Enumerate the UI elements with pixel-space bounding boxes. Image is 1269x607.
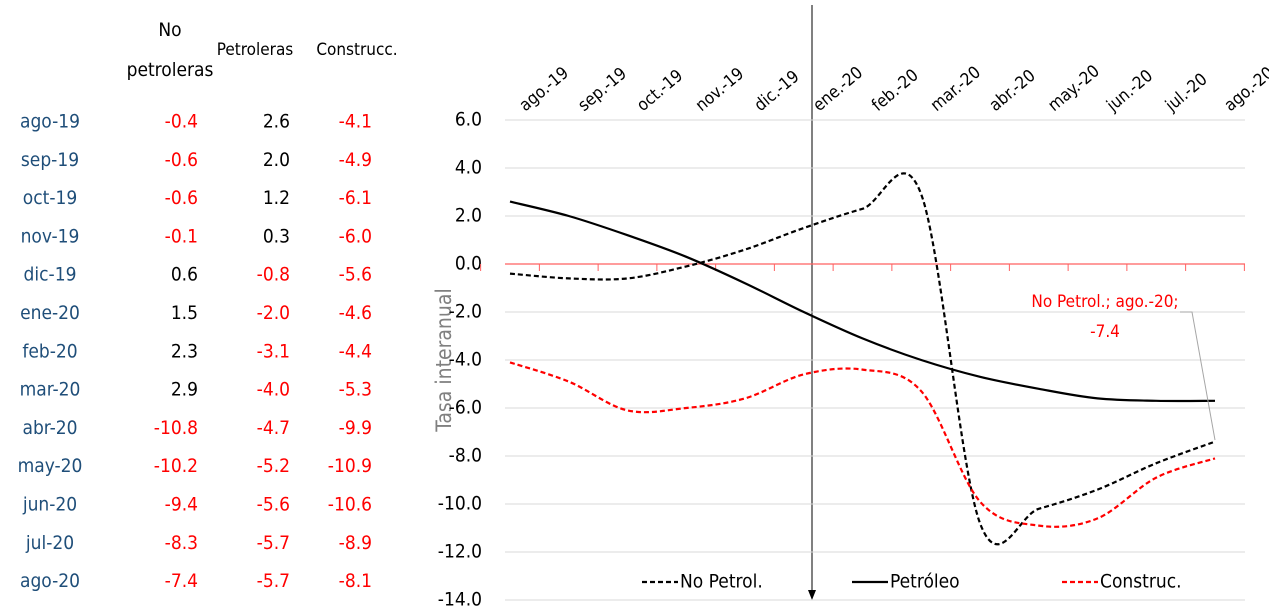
table-cell: -5.7 <box>257 570 290 592</box>
table-cell: -0.4 <box>165 111 198 133</box>
y-tick-label: -4.0 <box>449 349 482 371</box>
table-cell: 2.9 <box>171 379 198 401</box>
row-label: feb-20 <box>22 340 77 362</box>
x-tick-label: abr.-20 <box>986 66 1040 116</box>
row-label: sep-19 <box>21 149 79 171</box>
table-cell: 2.3 <box>171 340 198 362</box>
x-tick-label: nov.-19 <box>692 64 748 116</box>
table-cell: -4.6 <box>339 302 372 324</box>
row-label: abr-20 <box>22 417 77 439</box>
row-label: jul-20 <box>25 532 74 554</box>
table-cell: -0.1 <box>165 225 198 247</box>
row-label: jun-20 <box>22 494 77 516</box>
table-cell: -5.3 <box>339 379 372 401</box>
table-cell: 0.3 <box>263 225 290 247</box>
table-cell: -5.6 <box>257 494 290 516</box>
table-cell: -7.4 <box>165 570 198 592</box>
table-cell: -0.6 <box>165 149 198 171</box>
row-label: ago-19 <box>20 111 80 133</box>
table-cell: -3.1 <box>257 340 290 362</box>
row-label: mar-20 <box>20 379 81 401</box>
annotation: -7.4 <box>1090 322 1120 342</box>
table-cell: -5.6 <box>339 264 372 286</box>
table-cell: -5.2 <box>257 455 290 477</box>
x-tick-label: mar.-20 <box>927 63 985 116</box>
y-tick-label: 6.0 <box>455 109 482 131</box>
table-cell: -4.1 <box>339 111 372 133</box>
table-cell: -4.7 <box>257 417 290 439</box>
table-cell: 2.0 <box>263 149 290 171</box>
y-tick-label: -10.0 <box>438 493 482 515</box>
marker-arrow <box>808 590 816 600</box>
row-label: may-20 <box>18 455 83 477</box>
x-tick-label: jul.-20 <box>1161 69 1211 116</box>
x-tick-label: ene.-20 <box>809 63 867 116</box>
column-header: Construcc. <box>316 40 397 60</box>
table-cell: 1.5 <box>171 302 198 324</box>
annotation: No Petrol.; ago.-20; <box>1031 292 1178 312</box>
column-header: No petroleras <box>127 19 214 81</box>
row-label: ene-20 <box>20 302 80 324</box>
table-cell: -10.8 <box>154 417 198 439</box>
y-tick-label: 2.0 <box>455 205 482 227</box>
row-label: oct-19 <box>23 187 77 209</box>
leader-line <box>1180 311 1216 441</box>
series-line <box>509 200 1216 403</box>
x-tick-label: dic.-19 <box>751 67 804 116</box>
y-tick-label: -14.0 <box>438 589 482 607</box>
table-cell: -0.6 <box>165 187 198 209</box>
x-tick-label: ago.-20 <box>1221 63 1269 116</box>
x-tick-label: oct.-19 <box>633 66 687 116</box>
table-cell: 0.6 <box>171 264 198 286</box>
table-cell: -10.6 <box>328 494 372 516</box>
table-cell: -0.8 <box>257 264 290 286</box>
table-cell: -9.4 <box>165 494 198 516</box>
table-cell: 2.6 <box>263 111 290 133</box>
table-cell: -10.2 <box>154 455 198 477</box>
table-cell: -4.9 <box>339 149 372 171</box>
x-tick-label: feb.-20 <box>868 65 922 115</box>
table-cell: -8.1 <box>339 570 372 592</box>
y-tick-label: -2.0 <box>449 301 482 323</box>
legend-label: Construc. <box>1100 571 1182 593</box>
x-tick-label: jun.-20 <box>1102 66 1157 116</box>
table-cell: -4.0 <box>257 379 290 401</box>
row-label: dic-19 <box>24 264 77 286</box>
row-label: ago-20 <box>20 570 80 592</box>
table-cell: -10.9 <box>328 455 372 477</box>
y-tick-label: -6.0 <box>449 397 482 419</box>
table-cell: -8.3 <box>165 532 198 554</box>
series-line <box>509 172 1216 546</box>
y-tick-label: 0.0 <box>455 253 482 275</box>
series-line <box>509 361 1216 528</box>
table-cell: 1.2 <box>263 187 290 209</box>
x-tick-label: sep.-19 <box>574 64 630 116</box>
legend-label: No Petrol. <box>680 571 763 593</box>
y-axis-label: Tasa interanual <box>432 288 456 432</box>
table-cell: -4.4 <box>339 340 372 362</box>
table-cell: -5.7 <box>257 532 290 554</box>
x-tick-label: may.-20 <box>1044 61 1103 115</box>
column-header: Petroleras <box>217 40 294 60</box>
x-tick-label: ago.-19 <box>516 63 573 116</box>
table-cell: -6.0 <box>339 225 372 247</box>
y-tick-label: -12.0 <box>438 541 482 563</box>
row-label: nov-19 <box>21 225 80 247</box>
table-cell: -2.0 <box>257 302 290 324</box>
legend-label: Petróleo <box>890 571 960 593</box>
table-cell: -9.9 <box>339 417 372 439</box>
y-tick-label: -8.0 <box>449 445 482 467</box>
table-cell: -8.9 <box>339 532 372 554</box>
table-cell: -6.1 <box>339 187 372 209</box>
y-tick-label: 4.0 <box>455 157 482 179</box>
